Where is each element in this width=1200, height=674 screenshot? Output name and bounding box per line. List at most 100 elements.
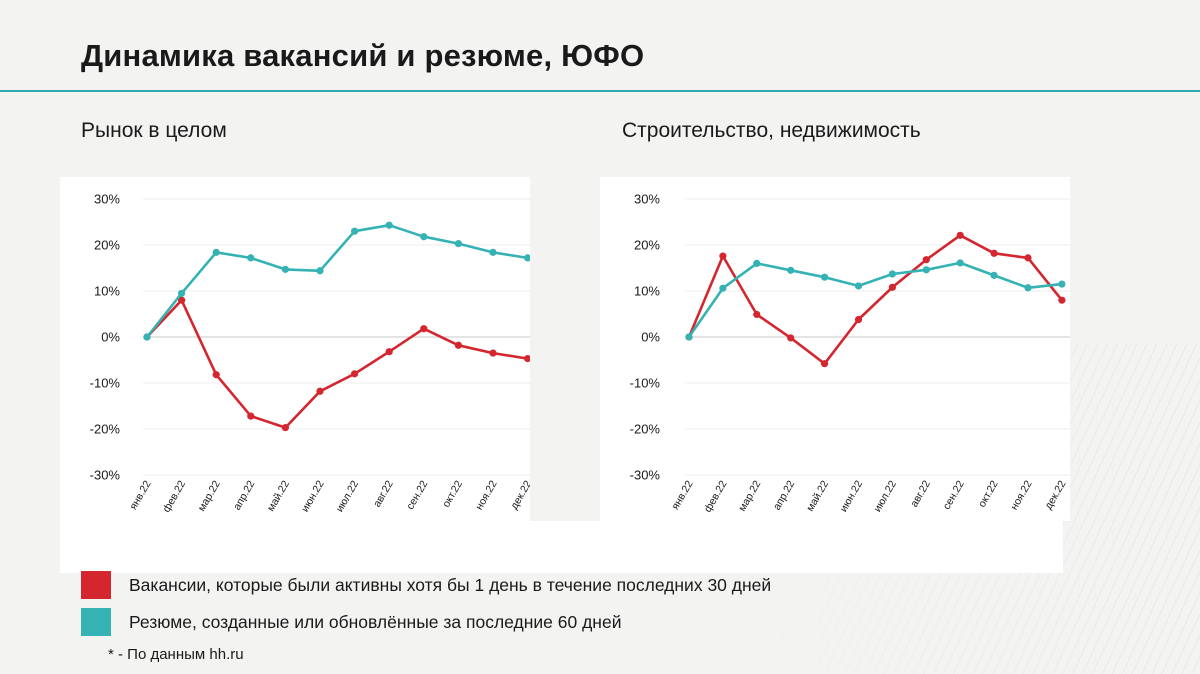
data-point-vacancies xyxy=(316,387,324,395)
x-tick-label: янв.22 xyxy=(127,478,153,512)
x-tick-label: июл.22 xyxy=(334,478,362,514)
y-tick-label: 10% xyxy=(634,284,660,299)
x-tick-label: сен.22 xyxy=(404,478,430,511)
data-point-vacancies xyxy=(922,256,930,264)
data-point-vacancies xyxy=(454,341,462,349)
data-point-vacancies xyxy=(956,231,964,239)
y-tick-label: 30% xyxy=(94,192,120,207)
data-point-resumes xyxy=(178,289,186,297)
data-point-resumes xyxy=(351,227,359,235)
data-point-vacancies xyxy=(524,355,530,363)
data-point-resumes xyxy=(385,221,393,229)
legend-item-resumes: Резюме, созданные или обновлённые за пос… xyxy=(81,608,621,636)
x-tick-label: янв.22 xyxy=(669,478,695,512)
legend-swatch-vacancies xyxy=(81,571,111,599)
data-point-vacancies xyxy=(178,296,186,304)
y-tick-label: 30% xyxy=(634,192,660,207)
data-point-vacancies xyxy=(1058,296,1066,304)
x-tick-label: ноя.22 xyxy=(473,478,499,512)
x-tick-label: мар.22 xyxy=(196,478,223,513)
x-tick-label: сен.22 xyxy=(941,478,967,511)
series-line-resumes xyxy=(687,261,1064,339)
data-point-vacancies xyxy=(854,315,863,324)
data-point-resumes xyxy=(143,333,151,341)
x-tick-label: май.22 xyxy=(804,478,831,513)
chart-panel-market: 30% 20% 10% 0% -10% -20% -30% янв.22 фев.22 мар.2… xyxy=(60,177,530,521)
x-tick-label: ноя.22 xyxy=(1008,478,1034,512)
data-point-resumes xyxy=(420,233,428,241)
chart-title-construction: Строительство, недвижимость xyxy=(622,119,921,142)
chart-title-market: Рынок в целом xyxy=(81,119,227,142)
data-point-vacancies xyxy=(821,360,829,368)
data-point-resumes xyxy=(956,259,964,267)
y-tick-label: 0% xyxy=(641,330,660,345)
chart-market: 30% 20% 10% 0% -10% -20% -30% янв.22 фев.22 мар.2… xyxy=(90,192,530,515)
chart-construction: 30% 20% 10% 0% -10% -20% -30% янв.22 фев.22 мар.2… xyxy=(630,192,1070,515)
data-point-resumes xyxy=(316,267,324,275)
data-point-resumes xyxy=(489,248,497,256)
x-tick-label: окт.22 xyxy=(440,478,465,509)
y-tick-label: -10% xyxy=(90,376,121,391)
x-tick-label: мар.22 xyxy=(736,478,763,513)
data-point-resumes xyxy=(1024,284,1032,292)
legend-swatch-resumes xyxy=(81,608,111,636)
data-point-resumes xyxy=(1058,280,1066,288)
data-point-vacancies xyxy=(1024,254,1032,262)
series-line-vacancies xyxy=(145,298,529,429)
data-point-resumes xyxy=(990,271,998,279)
y-tick-label: -30% xyxy=(630,468,661,483)
data-point-resumes xyxy=(524,254,530,262)
data-point-resumes xyxy=(821,273,829,281)
data-point-vacancies xyxy=(385,348,393,356)
x-tick-label: фев.22 xyxy=(160,478,188,514)
data-point-vacancies xyxy=(719,252,727,260)
data-point-vacancies xyxy=(753,310,761,319)
legend-item-vacancies: Вакансии, которые были активны хотя бы 1… xyxy=(81,571,771,599)
y-tick-label: 10% xyxy=(94,284,120,299)
x-tick-label: июн.22 xyxy=(838,478,866,514)
y-tick-label: -30% xyxy=(90,468,121,483)
data-point-resumes xyxy=(854,282,863,290)
x-tick-label: апр.22 xyxy=(771,478,797,512)
x-tick-label: июл.22 xyxy=(871,478,899,514)
data-point-resumes xyxy=(247,254,255,262)
y-tick-label: -20% xyxy=(630,422,661,437)
legend-label-vacancies: Вакансии, которые были активны хотя бы 1… xyxy=(129,574,772,595)
data-point-vacancies xyxy=(247,412,255,420)
x-tick-label: май.22 xyxy=(265,478,292,513)
data-point-vacancies xyxy=(212,371,220,379)
data-point-resumes xyxy=(719,284,727,292)
data-point-vacancies xyxy=(990,249,998,257)
y-tick-label: 20% xyxy=(634,238,660,253)
y-tick-label: -20% xyxy=(90,422,121,437)
x-tick-label: авг.22 xyxy=(908,478,933,509)
page-title: Динамика вакансий и резюме, ЮФО xyxy=(81,38,645,73)
x-tick-label: июн.22 xyxy=(299,478,327,514)
series-line-resumes xyxy=(145,223,529,339)
y-tick-label: 20% xyxy=(94,238,120,253)
series-line-vacancies xyxy=(687,233,1064,365)
data-point-vacancies xyxy=(787,334,795,342)
x-tick-label: апр.22 xyxy=(231,478,257,512)
x-tick-label: авг.22 xyxy=(371,478,396,509)
x-tick-label: дек.22 xyxy=(508,478,530,511)
data-point-vacancies xyxy=(281,424,289,432)
data-point-resumes xyxy=(787,266,795,274)
y-tick-label: -10% xyxy=(630,376,661,391)
source-footnote: * - По данным hh.ru xyxy=(108,646,244,663)
data-point-resumes xyxy=(922,266,930,274)
data-point-vacancies xyxy=(351,370,359,378)
data-point-resumes xyxy=(281,265,289,273)
x-tick-label: фев.22 xyxy=(702,478,730,514)
x-tick-label: окт.22 xyxy=(976,478,1001,509)
data-point-vacancies xyxy=(420,325,428,333)
data-point-resumes xyxy=(888,270,896,278)
data-point-resumes xyxy=(212,248,220,256)
chart-panel-construction: 30% 20% 10% 0% -10% -20% -30% янв.22 фев.22 мар.2… xyxy=(600,177,1070,521)
data-point-vacancies xyxy=(888,283,896,291)
title-divider xyxy=(0,90,1200,92)
legend-background xyxy=(60,521,1063,573)
data-point-resumes xyxy=(454,240,462,248)
legend-label-resumes: Резюме, созданные или обновлённые за пос… xyxy=(129,611,622,632)
y-tick-label: 0% xyxy=(101,330,120,345)
